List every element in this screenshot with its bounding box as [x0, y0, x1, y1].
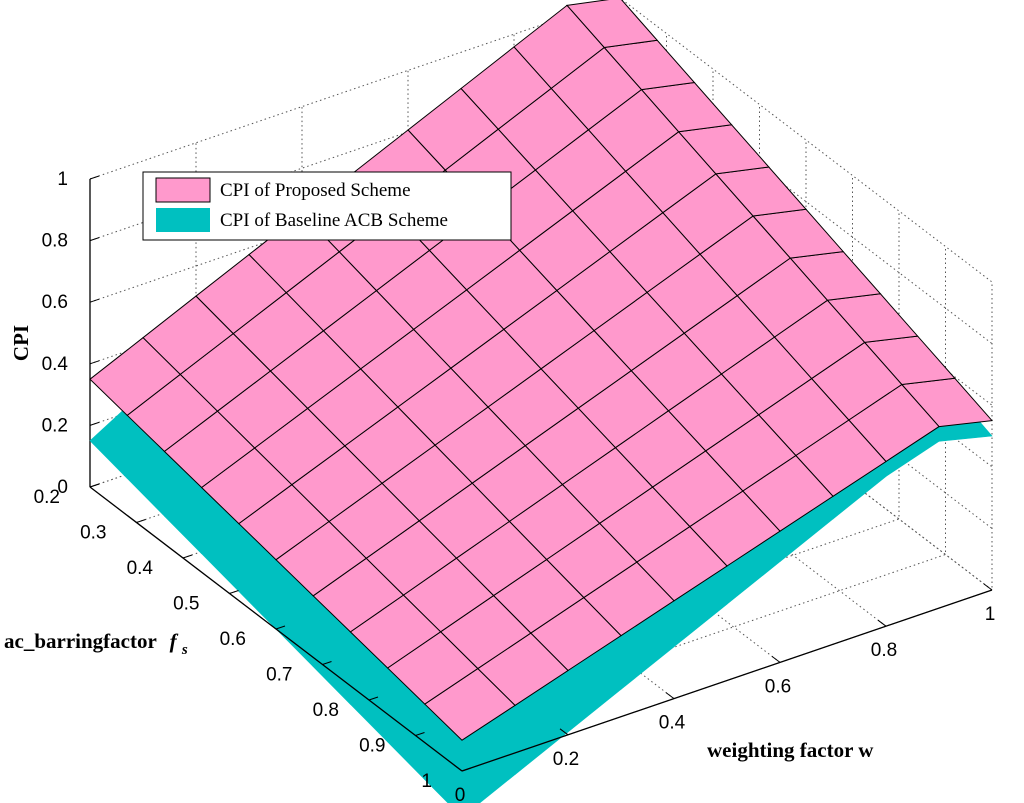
tick-labels: 00.20.40.60.810.20.30.40.50.60.70.80.910…	[34, 169, 996, 803]
f-tick-label: 0.7	[266, 665, 292, 686]
f-tick-mark	[415, 732, 425, 736]
w-tick-mark	[771, 656, 781, 663]
axes	[89, 175, 993, 772]
legend: CPI of Proposed Scheme CPI of Baseline A…	[142, 171, 512, 241]
grid-line-f-1	[461, 282, 993, 772]
f-tick-label: 0.9	[359, 736, 385, 757]
z-tick-mark	[89, 360, 100, 365]
z-tick-label: 0.4	[42, 354, 69, 375]
w-tick-label: 0.4	[659, 713, 686, 734]
w-tick-label: 0.8	[871, 640, 897, 661]
w-tick-mark	[877, 619, 887, 627]
f-tick-mark	[229, 590, 239, 594]
z-tick-mark	[89, 421, 100, 426]
f-tick-mark	[368, 696, 379, 701]
legend-label-baseline: CPI of Baseline ACB Scheme	[220, 210, 448, 231]
surface-proposed	[89, 0, 994, 741]
surface-patch	[89, 337, 181, 416]
y-axis-label-subscript: s	[181, 642, 188, 658]
z-tick-label: 0.6	[42, 292, 68, 313]
f-tick-mark	[461, 767, 472, 772]
grid-line-f-0.9	[415, 246, 946, 736]
z-tick-mark	[89, 175, 100, 180]
legend-swatch-baseline	[156, 208, 210, 232]
f-tick-label: 0.8	[313, 700, 339, 721]
w-tick-mark	[983, 583, 993, 591]
f-tick-mark	[275, 625, 286, 630]
y-axis-label-symbol: f	[170, 629, 179, 653]
w-tick-label: 0.6	[765, 676, 791, 697]
f-tick-label: 0.3	[80, 523, 106, 544]
w-tick-label: 0.2	[553, 749, 579, 770]
y-axis-label: ac_barringfactor f s	[4, 629, 188, 658]
f-tick-mark	[322, 661, 332, 665]
grid-line-f-0.8	[368, 211, 900, 701]
f-tick-label: 0.2	[34, 487, 60, 508]
z-tick-mark	[89, 298, 100, 303]
w-axis-line	[461, 589, 993, 772]
z-tick-label: 0.2	[42, 415, 68, 436]
f-tick-label: 1	[421, 771, 432, 792]
w-tick-label: 1	[985, 604, 996, 625]
legend-swatch-proposed	[155, 177, 211, 203]
y-axis-label-text: ac_barringfactor	[4, 629, 156, 653]
f-tick-label: 0.5	[173, 594, 199, 615]
z-axis-label: CPI	[9, 325, 33, 361]
f-tick-mark	[182, 554, 193, 559]
legend-label-proposed: CPI of Proposed Scheme	[220, 180, 411, 201]
z-tick-label: 0	[57, 477, 68, 498]
w-tick-mark	[559, 728, 569, 736]
z-tick-mark	[89, 237, 100, 242]
w-tick-label: 0	[455, 785, 466, 803]
w-tick-mark	[453, 764, 463, 772]
w-tick-mark	[665, 692, 675, 699]
x-axis-label: weighting factor w	[707, 738, 874, 762]
f-tick-mark	[136, 519, 146, 523]
surfaces	[89, 0, 994, 803]
f-tick-mark	[89, 483, 100, 488]
f-tick-label: 0.4	[127, 558, 154, 579]
z-tick-label: 1	[57, 169, 68, 190]
z-tick-label: 0.8	[42, 231, 68, 252]
f-tick-label: 0.6	[220, 629, 246, 650]
